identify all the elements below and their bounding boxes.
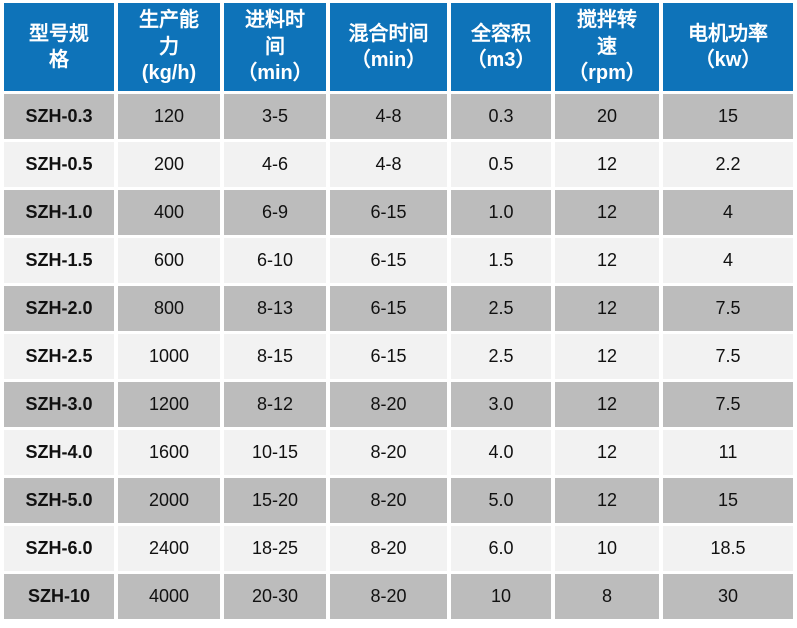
- cell-feed-time: 3-5: [224, 94, 326, 139]
- cell-power: 15: [663, 478, 793, 523]
- cell-capacity: 800: [118, 286, 220, 331]
- cell-capacity: 600: [118, 238, 220, 283]
- table-row: SZH-2.5 1000 8-15 6-15 2.5 12 7.5: [4, 334, 793, 379]
- cell-power: 2.2: [663, 142, 793, 187]
- table-row: SZH-0.3 120 3-5 4-8 0.3 20 15: [4, 94, 793, 139]
- cell-speed: 12: [555, 190, 659, 235]
- cell-feed-time: 6-10: [224, 238, 326, 283]
- column-header-mix-time: 混合时间 （min）: [330, 3, 447, 91]
- cell-mix-time: 4-8: [330, 94, 447, 139]
- cell-mix-time: 8-20: [330, 478, 447, 523]
- cell-volume: 5.0: [451, 478, 551, 523]
- cell-power: 7.5: [663, 334, 793, 379]
- cell-model: SZH-10: [4, 574, 114, 619]
- cell-volume: 0.3: [451, 94, 551, 139]
- cell-model: SZH-0.5: [4, 142, 114, 187]
- cell-mix-time: 8-20: [330, 574, 447, 619]
- cell-power: 18.5: [663, 526, 793, 571]
- table-row: SZH-0.5 200 4-6 4-8 0.5 12 2.2: [4, 142, 793, 187]
- cell-volume: 2.5: [451, 286, 551, 331]
- table-row: SZH-2.0 800 8-13 6-15 2.5 12 7.5: [4, 286, 793, 331]
- cell-power: 7.5: [663, 382, 793, 427]
- column-header-power: 电机功率 （kw）: [663, 3, 793, 91]
- cell-speed: 12: [555, 286, 659, 331]
- cell-capacity: 4000: [118, 574, 220, 619]
- cell-capacity: 1000: [118, 334, 220, 379]
- header-row: 型号规 格 生产能 力 (kg/h) 进料时 间 （min） 混合时间 （min…: [4, 3, 793, 91]
- cell-speed: 12: [555, 142, 659, 187]
- column-header-capacity: 生产能 力 (kg/h): [118, 3, 220, 91]
- cell-model: SZH-2.0: [4, 286, 114, 331]
- table-row: SZH-1.5 600 6-10 6-15 1.5 12 4: [4, 238, 793, 283]
- cell-model: SZH-1.0: [4, 190, 114, 235]
- cell-volume: 1.5: [451, 238, 551, 283]
- cell-feed-time: 10-15: [224, 430, 326, 475]
- cell-power: 11: [663, 430, 793, 475]
- cell-speed: 20: [555, 94, 659, 139]
- cell-mix-time: 8-20: [330, 526, 447, 571]
- cell-mix-time: 4-8: [330, 142, 447, 187]
- table-row: SZH-1.0 400 6-9 6-15 1.0 12 4: [4, 190, 793, 235]
- table-row: SZH-4.0 1600 10-15 8-20 4.0 12 11: [4, 430, 793, 475]
- cell-model: SZH-5.0: [4, 478, 114, 523]
- cell-power: 7.5: [663, 286, 793, 331]
- cell-capacity: 1200: [118, 382, 220, 427]
- cell-volume: 4.0: [451, 430, 551, 475]
- cell-volume: 3.0: [451, 382, 551, 427]
- cell-volume: 10: [451, 574, 551, 619]
- cell-mix-time: 8-20: [330, 430, 447, 475]
- cell-speed: 12: [555, 382, 659, 427]
- cell-speed: 10: [555, 526, 659, 571]
- cell-feed-time: 4-6: [224, 142, 326, 187]
- cell-mix-time: 6-15: [330, 334, 447, 379]
- cell-power: 4: [663, 238, 793, 283]
- cell-speed: 12: [555, 238, 659, 283]
- cell-speed: 12: [555, 478, 659, 523]
- cell-model: SZH-2.5: [4, 334, 114, 379]
- cell-volume: 1.0: [451, 190, 551, 235]
- cell-speed: 12: [555, 430, 659, 475]
- cell-volume: 0.5: [451, 142, 551, 187]
- cell-feed-time: 6-9: [224, 190, 326, 235]
- cell-model: SZH-4.0: [4, 430, 114, 475]
- cell-mix-time: 8-20: [330, 382, 447, 427]
- table-row: SZH-5.0 2000 15-20 8-20 5.0 12 15: [4, 478, 793, 523]
- cell-feed-time: 8-12: [224, 382, 326, 427]
- cell-feed-time: 20-30: [224, 574, 326, 619]
- cell-feed-time: 8-15: [224, 334, 326, 379]
- cell-feed-time: 18-25: [224, 526, 326, 571]
- cell-feed-time: 8-13: [224, 286, 326, 331]
- cell-volume: 2.5: [451, 334, 551, 379]
- cell-capacity: 2000: [118, 478, 220, 523]
- table-row: SZH-6.0 2400 18-25 8-20 6.0 10 18.5: [4, 526, 793, 571]
- cell-model: SZH-6.0: [4, 526, 114, 571]
- cell-power: 4: [663, 190, 793, 235]
- cell-power: 30: [663, 574, 793, 619]
- cell-mix-time: 6-15: [330, 286, 447, 331]
- cell-speed: 8: [555, 574, 659, 619]
- cell-capacity: 120: [118, 94, 220, 139]
- cell-mix-time: 6-15: [330, 238, 447, 283]
- cell-capacity: 400: [118, 190, 220, 235]
- column-header-feed-time: 进料时 间 （min）: [224, 3, 326, 91]
- cell-speed: 12: [555, 334, 659, 379]
- column-header-speed: 搅拌转 速 （rpm）: [555, 3, 659, 91]
- table-row: SZH-3.0 1200 8-12 8-20 3.0 12 7.5: [4, 382, 793, 427]
- column-header-volume: 全容积 （m3）: [451, 3, 551, 91]
- cell-capacity: 1600: [118, 430, 220, 475]
- cell-capacity: 200: [118, 142, 220, 187]
- cell-feed-time: 15-20: [224, 478, 326, 523]
- cell-model: SZH-3.0: [4, 382, 114, 427]
- cell-model: SZH-0.3: [4, 94, 114, 139]
- table-row: SZH-10 4000 20-30 8-20 10 8 30: [4, 574, 793, 619]
- cell-capacity: 2400: [118, 526, 220, 571]
- cell-volume: 6.0: [451, 526, 551, 571]
- cell-mix-time: 6-15: [330, 190, 447, 235]
- column-header-model: 型号规 格: [4, 3, 114, 91]
- cell-model: SZH-1.5: [4, 238, 114, 283]
- cell-power: 15: [663, 94, 793, 139]
